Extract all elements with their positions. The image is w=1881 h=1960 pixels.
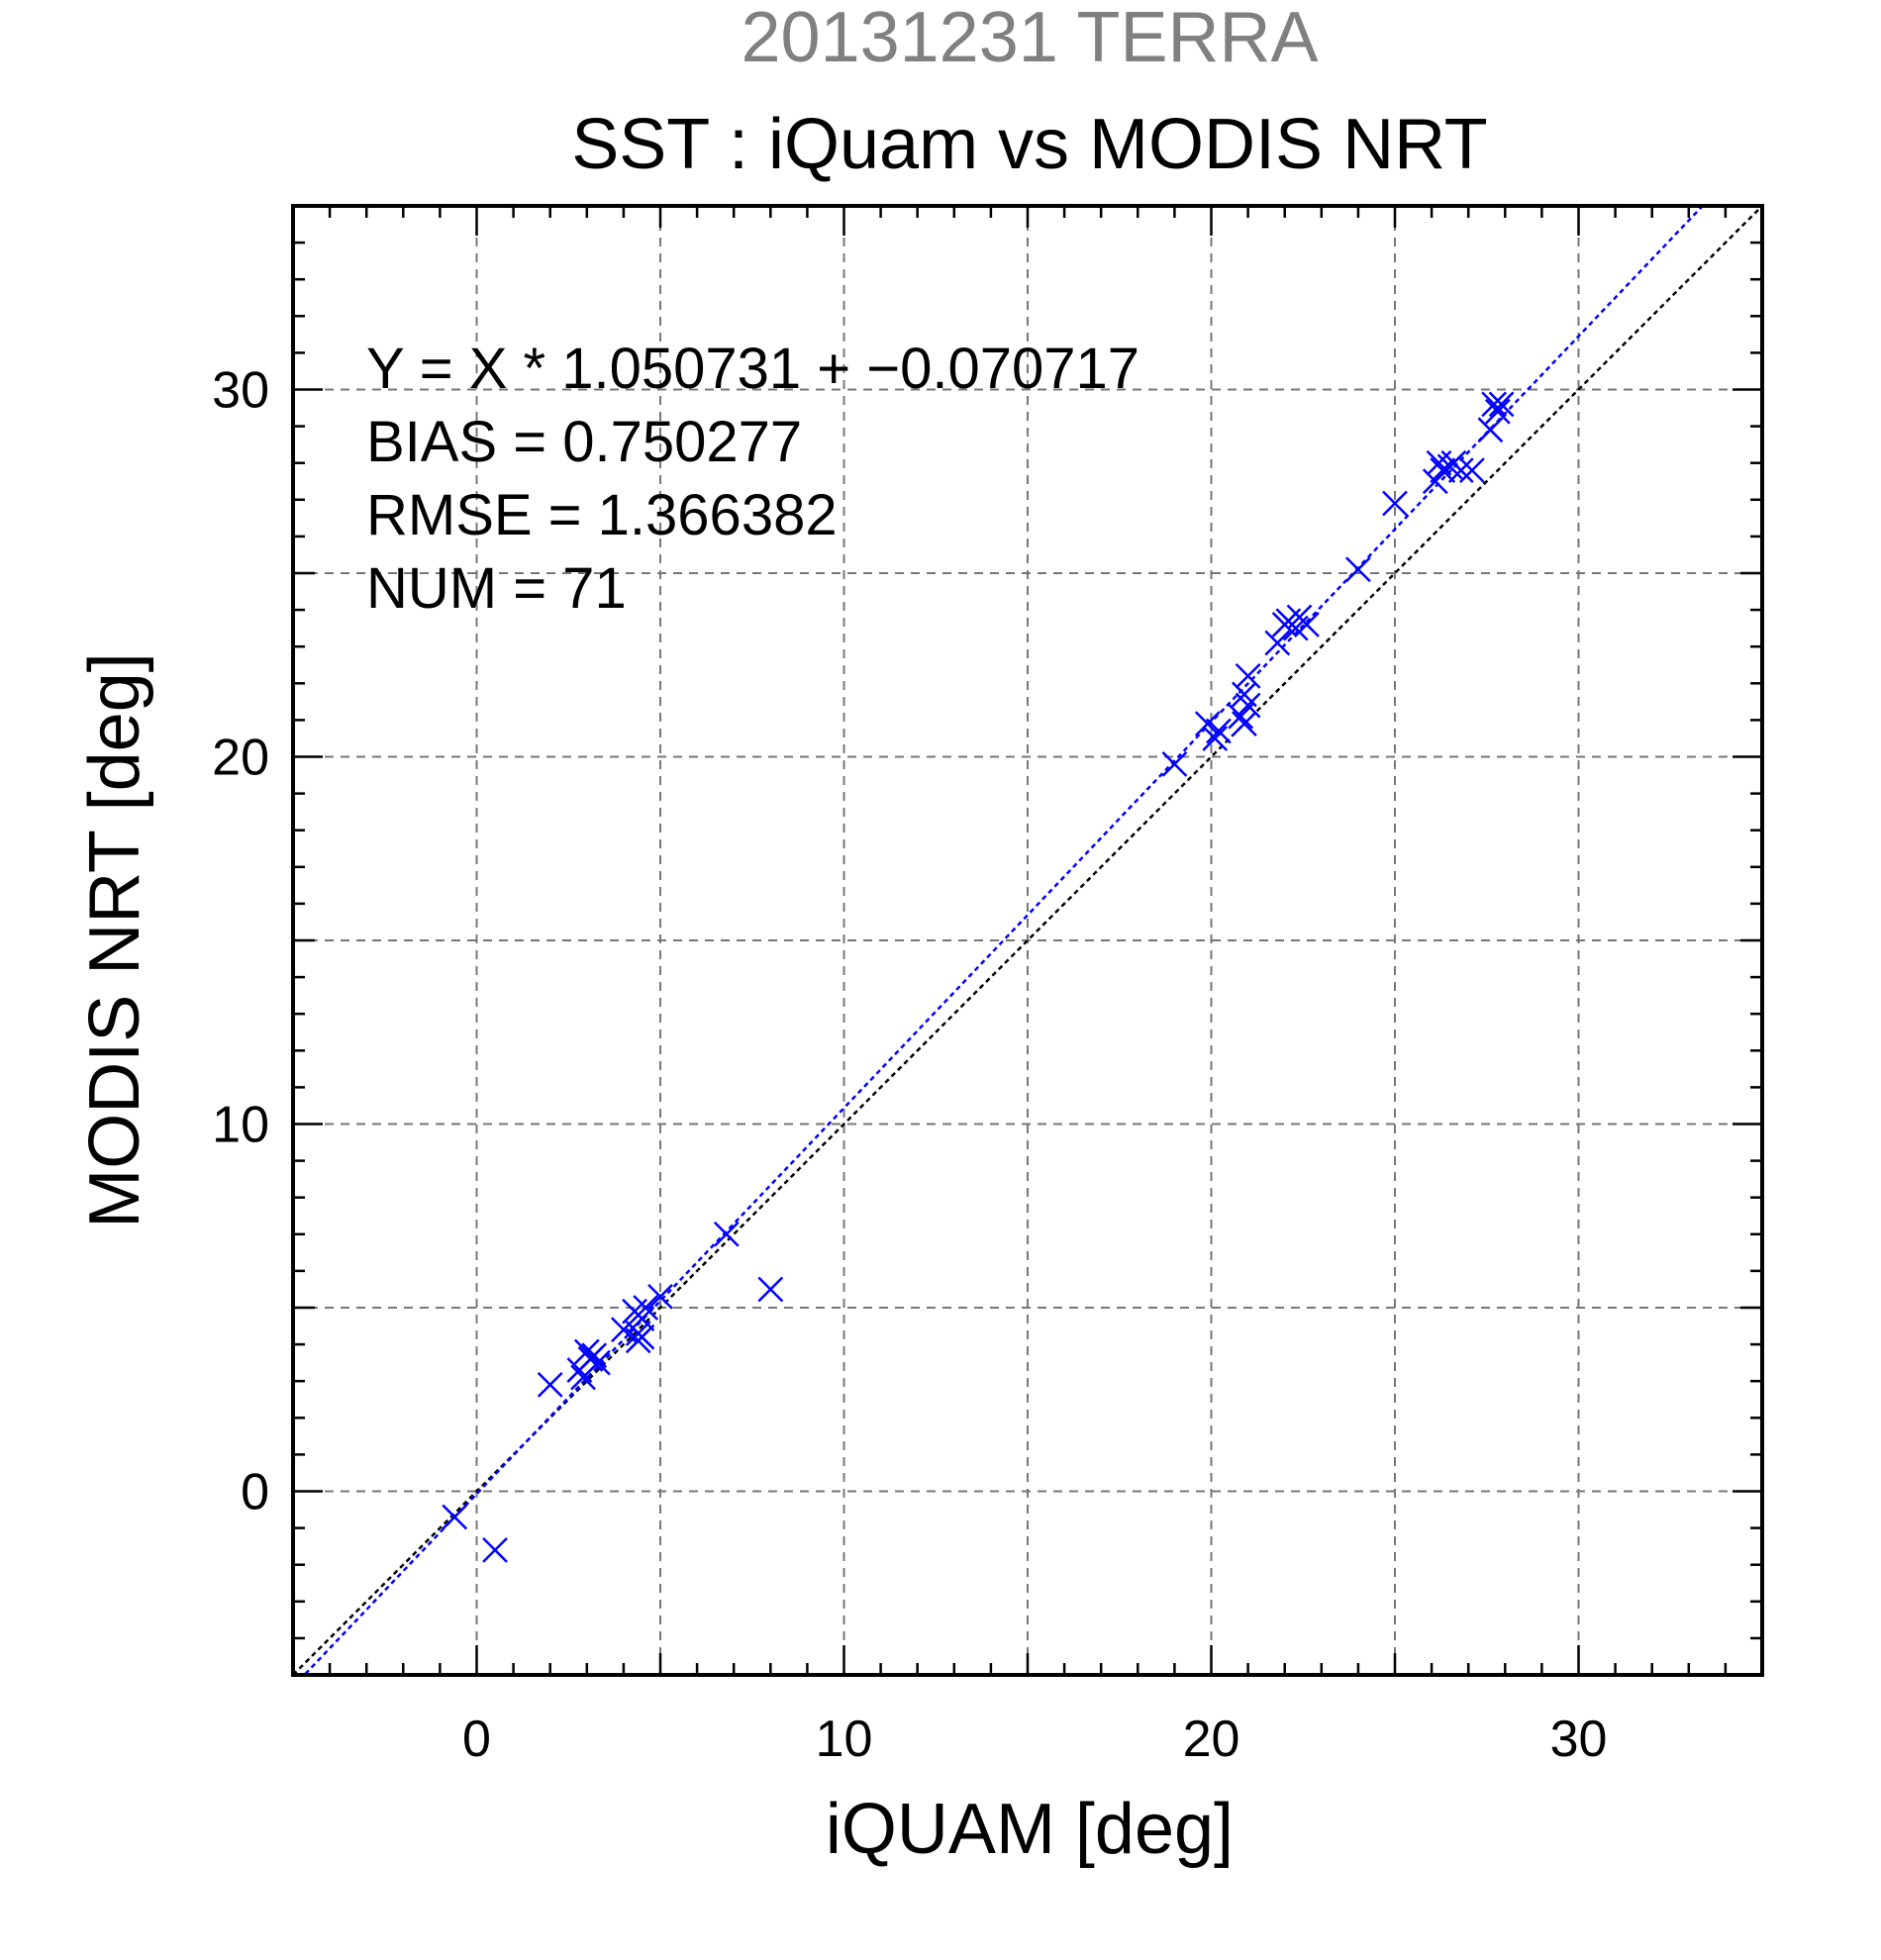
data-point — [611, 1317, 637, 1343]
data-point — [633, 1295, 659, 1321]
data-point — [1202, 726, 1229, 751]
num-value: NUM = 71 — [366, 556, 627, 621]
data-point — [1459, 457, 1485, 484]
plot-frame — [291, 204, 1764, 1677]
data-point — [713, 1221, 740, 1247]
data-point — [1477, 417, 1504, 443]
data-point — [1235, 662, 1261, 689]
data-point — [1382, 490, 1408, 517]
grid-lines — [293, 206, 1762, 1675]
y-axis-label: MODIS NRT [deg] — [75, 652, 154, 1228]
data-points — [442, 391, 1515, 1563]
regression-line — [302, 206, 1705, 1675]
data-point — [1430, 457, 1456, 484]
reference-lines — [293, 206, 1762, 1675]
data-point — [647, 1283, 673, 1310]
x-tick-label: 0 — [462, 1711, 491, 1768]
data-point — [1447, 457, 1474, 484]
data-point — [442, 1504, 468, 1530]
data-point — [1345, 556, 1371, 583]
data-point — [1206, 718, 1232, 744]
data-point — [537, 1372, 563, 1398]
chart-title: SST : iQuam vs MODIS NRT — [571, 105, 1488, 184]
y-tick-label: 0 — [241, 1464, 269, 1521]
data-point — [482, 1536, 508, 1563]
data-point — [1294, 612, 1320, 637]
bias-value: BIAS = 0.750277 — [366, 410, 802, 474]
data-point — [581, 1342, 608, 1369]
y-tick-label: 20 — [212, 730, 269, 787]
x-tick-label: 20 — [1183, 1711, 1240, 1768]
data-point — [1161, 751, 1188, 777]
y-tick-label: 10 — [212, 1097, 269, 1154]
data-point — [1194, 711, 1221, 736]
y-tick-label: 30 — [212, 362, 269, 420]
data-point — [1488, 391, 1515, 418]
data-point — [1264, 630, 1291, 656]
data-point — [629, 1323, 655, 1350]
identity-line — [293, 206, 1762, 1675]
rmse-value: RMSE = 1.366382 — [366, 483, 838, 547]
data-point — [757, 1276, 784, 1303]
data-point — [1235, 692, 1261, 719]
chart-supertitle: 20131231 TERRA — [741, 0, 1318, 77]
data-point — [1228, 703, 1254, 730]
x-tick-label: 10 — [816, 1711, 873, 1768]
x-axis-label: iQUAM [deg] — [826, 1790, 1234, 1869]
x-tick-label: 30 — [1550, 1711, 1608, 1768]
data-point — [1232, 711, 1257, 736]
regression-equation: Y = X * 1.050731 + −0.070717 — [366, 337, 1139, 401]
data-point — [1484, 398, 1511, 425]
data-point — [1481, 391, 1508, 418]
data-point — [585, 1349, 611, 1376]
tick-labels: 0 10 20 30 0 10 20 30 — [212, 362, 1607, 1769]
stats-box: Y = X * 1.050731 + −0.070717 BIAS = 0.75… — [366, 337, 1139, 621]
